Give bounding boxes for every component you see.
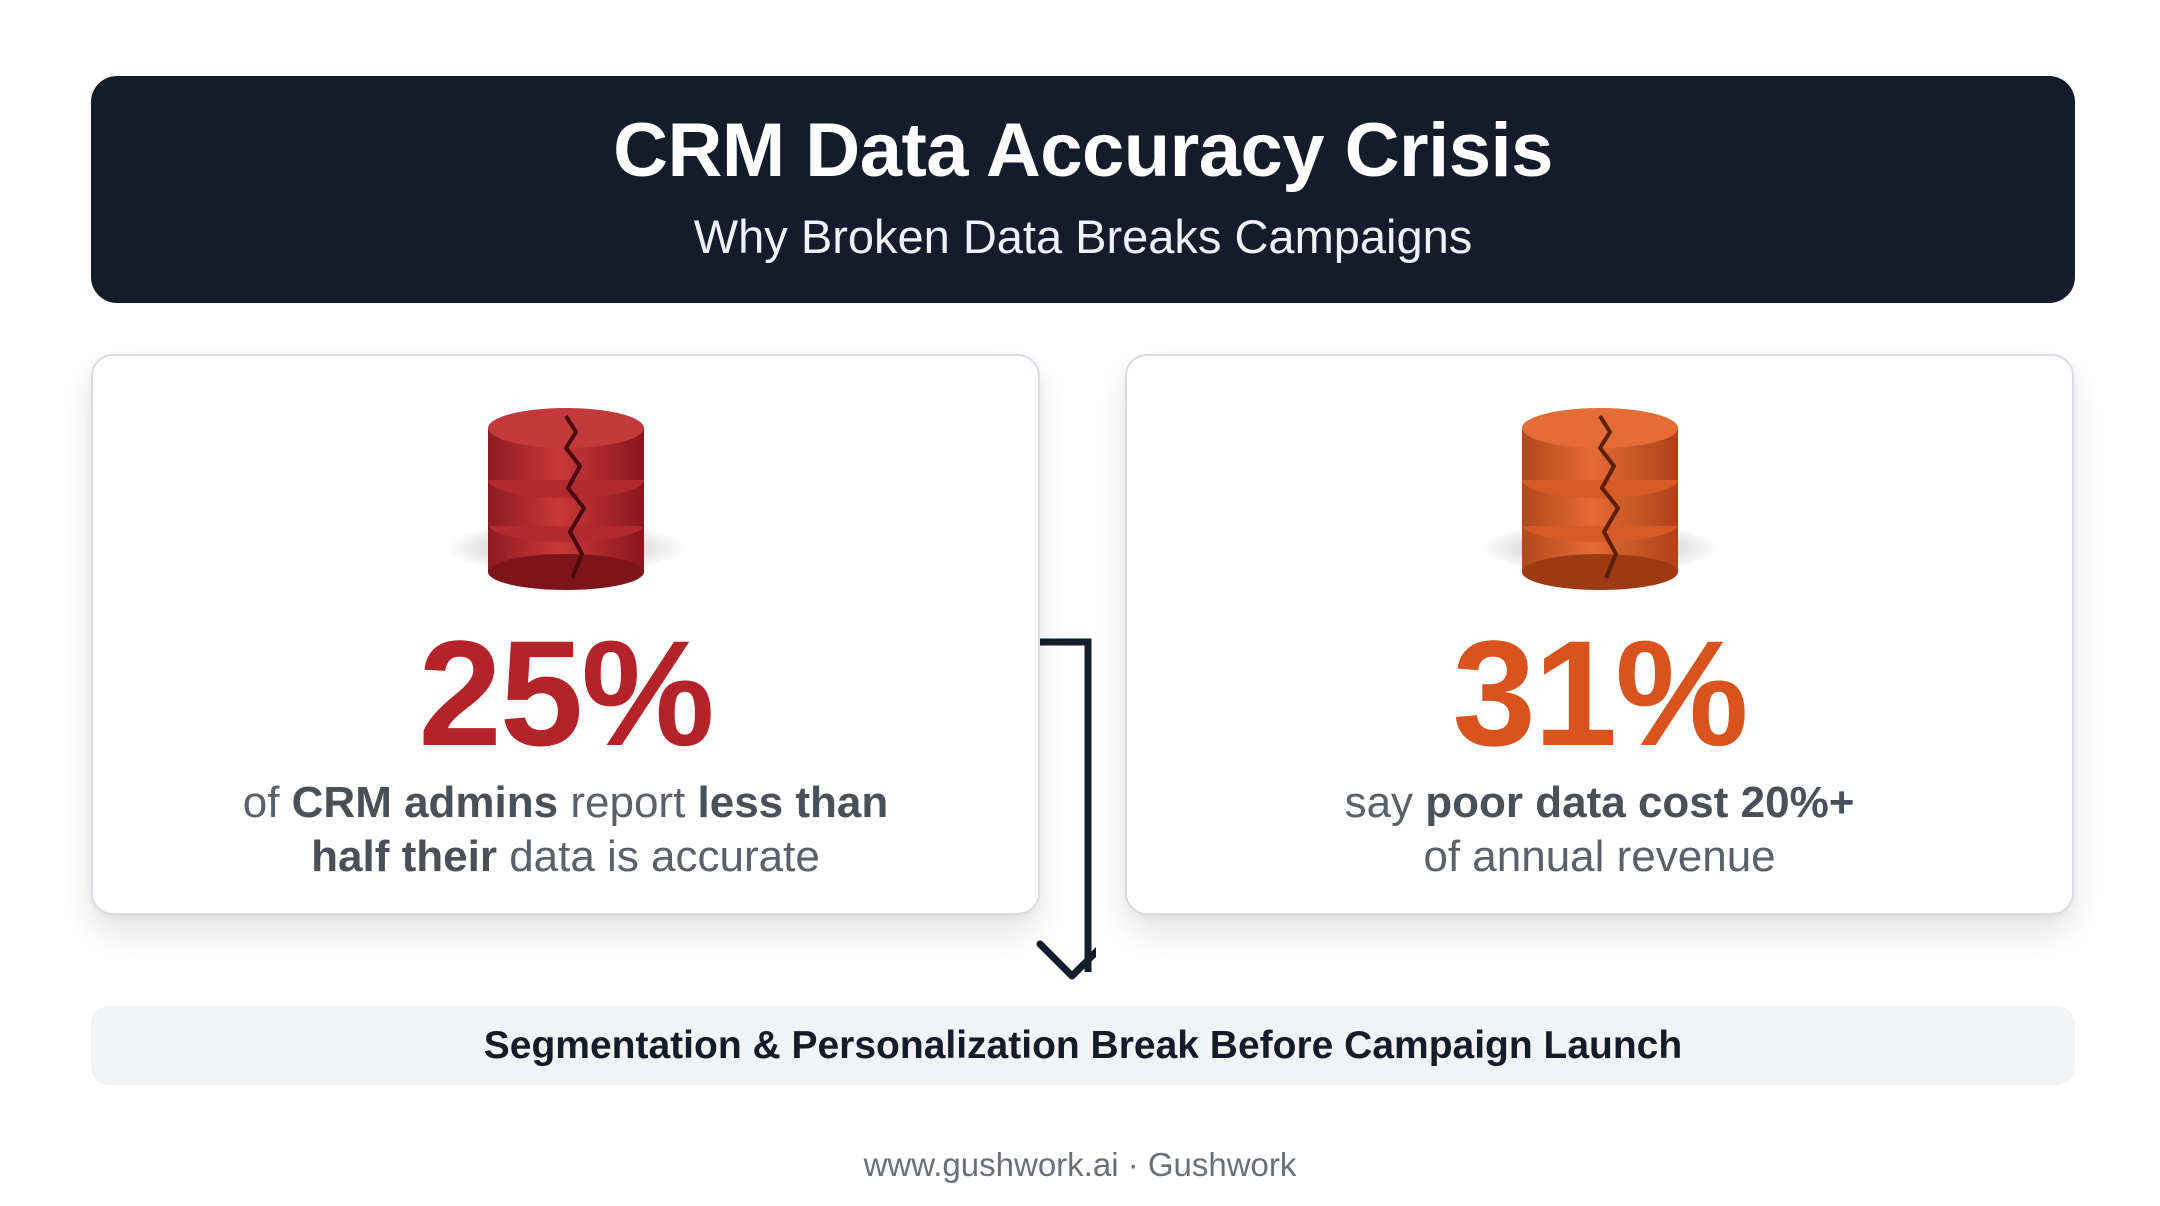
header-banner: CRM Data Accuracy Crisis Why Broken Data… [91,76,2075,303]
stat-card-crm-admins: 25% of CRM admins report less than half … [91,354,1040,915]
stat-description-line-2: half their data is accurate [311,832,820,881]
stat-description-line-1: of CRM admins report less than [242,778,889,827]
stat-description: say poor data cost 20%+ of annual revenu… [1127,776,2072,884]
flow-arrow-icon [1036,632,1096,992]
stat-description-line-2: of annual revenue [1423,832,1776,881]
footer-credit: www.gushwork.ai · Gushwork [863,1146,1297,1183]
stat-description-line-1: say poor data cost 20%+ [1344,778,1855,827]
stat-value: 25% [418,609,714,777]
cracked-database-icon [1450,396,1750,596]
cracked-database-icon [416,396,716,596]
stat-description: of CRM admins report less than half thei… [93,776,1038,884]
stat-value: 31% [1452,609,1748,777]
page-title: CRM Data Accuracy Crisis [613,108,1553,193]
stat-card-revenue-cost: 31% say poor data cost 20%+ of annual re… [1125,354,2074,915]
conclusion-text: Segmentation & Personalization Break Bef… [483,1023,1683,1067]
page-subtitle: Why Broken Data Breaks Campaigns [693,210,1473,263]
conclusion-banner: Segmentation & Personalization Break Bef… [91,1006,2075,1085]
